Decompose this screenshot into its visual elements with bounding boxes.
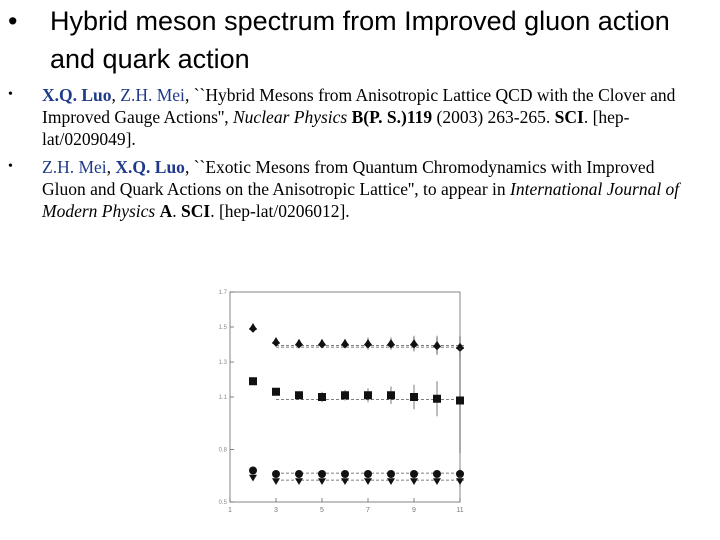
hybrid-meson-plot: 1 3 5 7 9 11 0.5 0.8 1.1 1.3 1.5 1.7 — [200, 282, 480, 522]
data-point-diamond — [295, 340, 303, 349]
data-point-circle — [318, 470, 326, 478]
author-name: Z.H. Mei — [42, 157, 107, 177]
reference-item: • Z.H. Mei, X.Q. Luo, ``Exotic Mesons fr… — [0, 156, 700, 222]
sci-label: SCI — [554, 107, 584, 127]
plot-svg: 1 3 5 7 9 11 0.5 0.8 1.1 1.3 1.5 1.7 — [219, 290, 466, 514]
sci-label: SCI — [181, 201, 211, 221]
data-point-square — [341, 391, 349, 400]
y-tick-label: 1.1 — [219, 395, 228, 401]
x-tick-label: 11 — [456, 507, 463, 514]
data-point-circle — [433, 470, 441, 478]
x-tick-label: 9 — [412, 507, 416, 514]
data-point-square — [272, 387, 280, 396]
author-name: Z.H. Mei — [120, 85, 185, 105]
data-point-square — [456, 396, 464, 405]
data-point-circle — [456, 470, 464, 478]
y-tick-label: 1.7 — [219, 290, 228, 296]
data-point-diamond — [364, 340, 372, 349]
reference-text: . [hep-lat/0206012]. — [210, 201, 350, 221]
data-point-triangle-down — [433, 478, 441, 485]
data-point-circle — [410, 470, 418, 478]
y-tick-label: 1.5 — [219, 325, 228, 331]
reference-list: • X.Q. Luo, Z.H. Mei, ``Hybrid Mesons fr… — [0, 84, 700, 228]
author-separator: , — [106, 157, 116, 177]
y-tick-label: 0.5 — [219, 500, 228, 506]
reference-text: . — [172, 201, 182, 221]
journal-name: Nuclear Physics — [233, 107, 348, 127]
author-name: X.Q. Luo — [115, 157, 185, 177]
data-point-square — [410, 393, 418, 401]
data-point-circle — [249, 466, 257, 475]
x-tick-label: 7 — [366, 507, 370, 514]
y-tick-label: 0.8 — [219, 448, 228, 454]
data-point-triangle-down — [456, 478, 464, 485]
journal-name: International Journal of Modern Physics — [42, 179, 680, 221]
data-point-diamond — [341, 340, 349, 349]
data-point-triangle-down — [387, 478, 395, 485]
data-point-square — [387, 391, 395, 400]
data-point-diamond — [387, 340, 395, 349]
data-point-circle — [364, 470, 372, 478]
title-text: Hybrid meson spectrum from Improved gluo… — [50, 6, 670, 74]
x-tick-label: 5 — [320, 507, 324, 514]
data-point-square — [364, 391, 372, 400]
data-point-triangle-down — [249, 474, 257, 482]
x-tick-label: 1 — [228, 507, 232, 514]
data-point-diamond — [410, 340, 418, 349]
data-point-circle — [272, 470, 280, 478]
data-point-diamond — [272, 338, 280, 347]
data-point-circle — [341, 470, 349, 478]
author-separator: , — [111, 85, 121, 105]
author-name: X.Q. Luo — [42, 85, 112, 105]
journal-volume: A — [159, 201, 173, 221]
data-point-circle — [295, 470, 303, 478]
reference-bullet: • — [8, 159, 13, 174]
data-point-triangle-down — [295, 478, 303, 485]
data-point-circle — [387, 470, 395, 478]
title-bullet: • — [8, 6, 18, 36]
data-point-diamond — [318, 340, 326, 349]
reference-item: • X.Q. Luo, Z.H. Mei, ``Hybrid Mesons fr… — [0, 84, 700, 150]
reference-text: , ``Hybrid Mesons from Anisotropic Latti… — [42, 85, 676, 127]
data-point-square — [433, 394, 441, 403]
data-point-triangle-down — [364, 478, 372, 485]
data-point-square — [318, 393, 326, 401]
data-point-diamond — [433, 342, 441, 351]
reference-bullet: • — [8, 87, 13, 102]
data-point-square — [295, 391, 303, 400]
y-tick-label: 1.3 — [219, 360, 228, 366]
data-point-triangle-down — [410, 478, 418, 485]
data-point-triangle-down — [272, 478, 280, 485]
x-tick-label: 3 — [274, 507, 278, 514]
data-point-triangle-down — [318, 478, 326, 485]
data-point-square — [249, 377, 257, 386]
data-point-triangle-down — [341, 478, 349, 485]
journal-volume: B(P. S.)119 — [351, 107, 433, 127]
reference-text: , ``Exotic Mesons from Quantum Chromodyn… — [42, 157, 655, 199]
data-point-diamond — [249, 324, 257, 333]
reference-text: (2003) 263-265. — [432, 107, 555, 127]
reference-text: . [hep-lat/0209049]. — [42, 107, 630, 149]
